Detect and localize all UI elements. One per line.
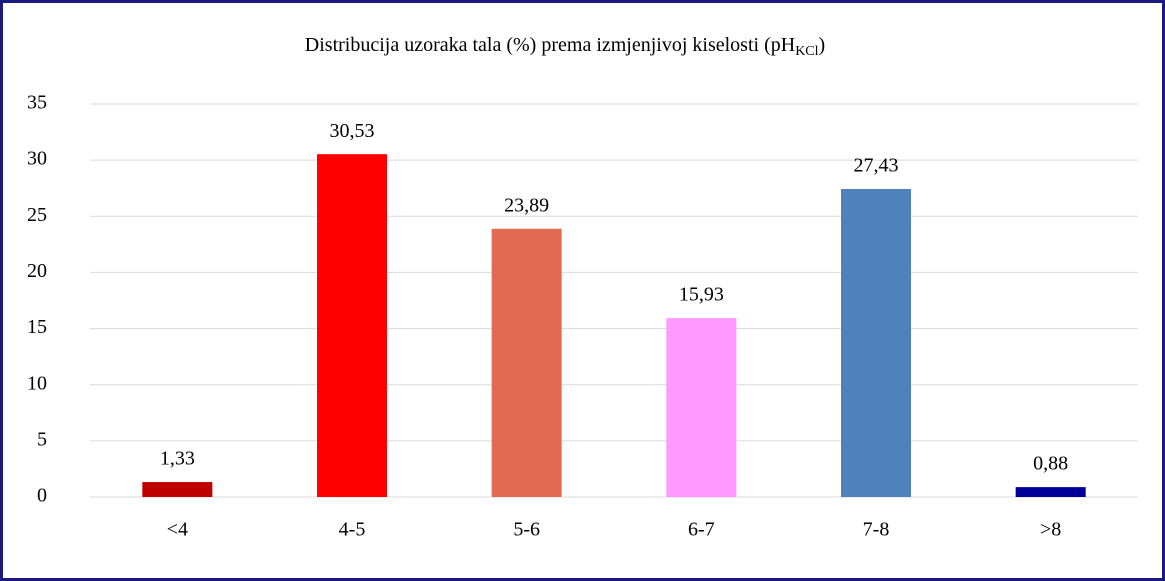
y-tick-label: 20 (27, 260, 47, 282)
x-tick-label: 6-7 (688, 519, 715, 541)
value-label: 1,33 (160, 448, 195, 470)
x-tick-label: >8 (1040, 519, 1061, 541)
y-tick-label: 35 (27, 92, 47, 114)
y-tick-label: 25 (27, 204, 47, 226)
value-label: 0,88 (1033, 453, 1068, 475)
chart-title: Distribucija uzoraka tala (%) prema izmj… (305, 34, 825, 60)
title-subscript: KCl (795, 44, 818, 59)
bar (841, 189, 911, 497)
value-label: 30,53 (330, 120, 375, 142)
x-tick-label: <4 (167, 519, 188, 541)
x-tick-label: 5-6 (513, 519, 540, 541)
y-tick-label: 30 (27, 148, 47, 170)
bar (142, 482, 213, 497)
bar (317, 154, 387, 497)
y-tick-label: 15 (27, 316, 47, 338)
bar (666, 318, 737, 497)
x-tick-label: 4-5 (339, 519, 366, 541)
value-label: 27,43 (854, 155, 899, 177)
value-label: 15,93 (679, 284, 724, 306)
y-tick-label: 0 (37, 485, 47, 507)
y-tick-label: 10 (27, 372, 47, 394)
x-tick-label: 7-8 (863, 519, 890, 541)
bar (1015, 487, 1086, 497)
title-close: ) (819, 34, 826, 56)
y-tick-label: 5 (37, 428, 47, 450)
value-label: 23,89 (504, 194, 549, 216)
bar (491, 228, 562, 497)
title-text: Distribucija uzoraka tala (%) prema izmj… (305, 34, 795, 56)
